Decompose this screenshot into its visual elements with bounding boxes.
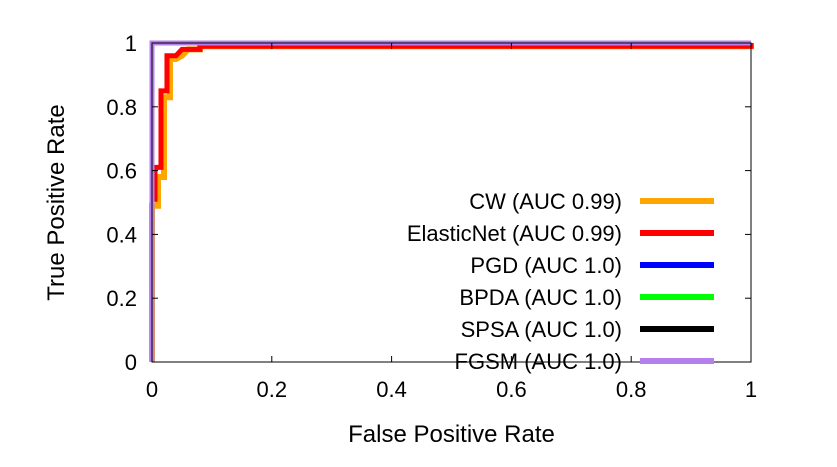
x-tick-label: 0.2 [257, 377, 288, 402]
y-tick-label: 0.2 [106, 286, 137, 311]
y-tick-label: 0 [125, 350, 137, 375]
series-line-elasticnet-auc-0-99 [149, 43, 754, 362]
legend-label: ElasticNet (AUC 0.99) [407, 221, 622, 246]
legend-label: CW (AUC 0.99) [469, 189, 622, 214]
y-axis-label: True Positive Rate [43, 104, 70, 301]
legend-label: SPSA (AUC 1.0) [461, 317, 622, 342]
plot-frame [151, 42, 752, 363]
x-tick-label: 0 [146, 377, 158, 402]
x-tick-label: 0.6 [496, 377, 527, 402]
legend-label: FGSM (AUC 1.0) [455, 349, 622, 374]
y-tick-label: 0.4 [106, 222, 137, 247]
y-tick-label: 0.6 [106, 159, 137, 184]
x-axis-label: False Positive Rate [348, 421, 555, 448]
y-tick-label: 0.8 [106, 95, 137, 120]
legend-label: BPDA (AUC 1.0) [459, 285, 622, 310]
x-tick-label: 0.8 [616, 377, 647, 402]
legend-label: PGD (AUC 1.0) [470, 253, 622, 278]
ticks-layer: 0 0.2 0.4 0.6 0.8 1 0 0.2 0.4 0.6 0.8 1 [106, 31, 757, 402]
x-tick-label: 1 [745, 377, 757, 402]
legend: CW (AUC 0.99) ElasticNet (AUC 0.99) PGD (A… [407, 189, 714, 374]
y-tick-label: 1 [125, 31, 137, 56]
x-tick-label: 0.4 [376, 377, 407, 402]
